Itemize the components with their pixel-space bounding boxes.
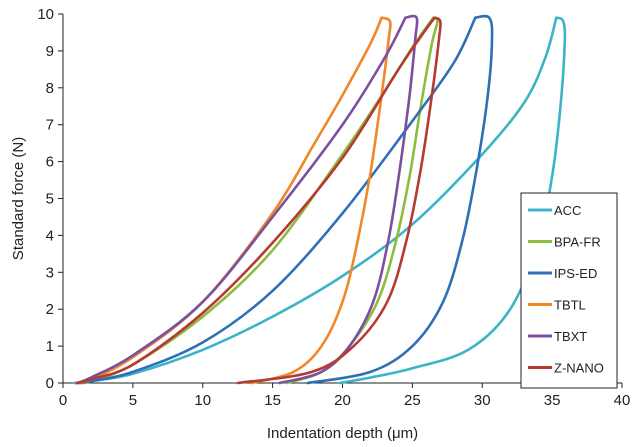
series-acc-loading-line bbox=[72, 16, 558, 385]
series-z-nano-unloading-line bbox=[236, 16, 442, 385]
x-tick-label: 10 bbox=[194, 392, 211, 409]
legend-label-acc: ACC bbox=[554, 203, 581, 218]
series-tbtl-unloading-line bbox=[250, 16, 392, 385]
x-tick-label: 40 bbox=[614, 392, 631, 409]
y-tick-label: 5 bbox=[46, 191, 54, 208]
series-ips-ed-loading-line bbox=[75, 16, 477, 385]
legend-label-tbtl: TBTL bbox=[554, 298, 586, 313]
series-z-nano bbox=[75, 16, 442, 385]
x-ticks: 0 5 10 15 20 25 30 35 40 bbox=[59, 383, 631, 409]
y-tick-label: 2 bbox=[46, 301, 54, 318]
legend-box bbox=[520, 192, 618, 389]
series-bpa-fr-loading-line bbox=[75, 16, 435, 385]
x-tick-label: 15 bbox=[264, 392, 281, 409]
y-tick-label: 0 bbox=[46, 375, 54, 392]
series-ips-ed bbox=[75, 14, 494, 385]
y-tick-label: 3 bbox=[46, 264, 54, 281]
y-axis-title: Standard force (N) bbox=[10, 137, 27, 260]
legend-label-bpa-fr: BPA-FR bbox=[554, 235, 601, 250]
series-layer bbox=[72, 14, 567, 385]
series-z-nano-loading-line bbox=[75, 16, 436, 385]
x-tick-label: 20 bbox=[334, 392, 351, 409]
x-tick-label: 25 bbox=[404, 392, 421, 409]
series-tbtl bbox=[75, 16, 392, 385]
series-tbxt-loading-line bbox=[75, 16, 407, 385]
x-axis-title: Indentation depth (μm) bbox=[267, 425, 418, 442]
series-ips-ed-unloading-line bbox=[306, 14, 494, 385]
y-tick-label: 7 bbox=[46, 117, 54, 134]
series-tbtl-loading-line bbox=[75, 16, 383, 385]
x-tick-label: 35 bbox=[544, 392, 561, 409]
y-ticks: 0 1 2 3 4 5 6 7 8 9 10 bbox=[37, 6, 63, 392]
legend-label-ips-ed: IPS-ED bbox=[554, 266, 597, 281]
x-tick-label: 0 bbox=[59, 392, 67, 409]
legend-label-tbxt: TBXT bbox=[554, 329, 587, 344]
legend: ACC BPA-FR IPS-ED TBTL TBXT Z-NANO bbox=[520, 192, 618, 389]
y-tick-label: 10 bbox=[37, 6, 54, 23]
legend-label-z-nano: Z-NANO bbox=[554, 361, 604, 376]
x-tick-label: 30 bbox=[474, 392, 491, 409]
x-tick-label: 5 bbox=[129, 392, 137, 409]
y-tick-label: 6 bbox=[46, 154, 54, 171]
legend-items: ACC BPA-FR IPS-ED TBTL TBXT Z-NANO bbox=[528, 203, 604, 376]
y-tick-label: 4 bbox=[46, 227, 54, 244]
y-tick-label: 1 bbox=[46, 338, 54, 355]
y-tick-label: 9 bbox=[46, 43, 54, 60]
y-tick-label: 8 bbox=[46, 80, 54, 97]
